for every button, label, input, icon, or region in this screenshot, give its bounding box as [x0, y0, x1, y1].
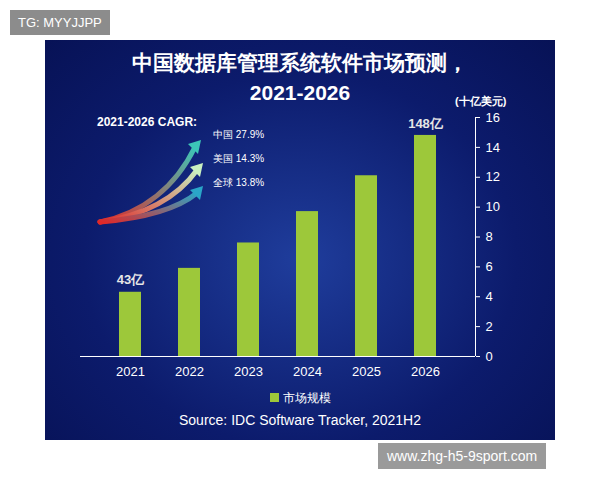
- html-text:Source: IDC Software Tracker,: Source: IDC Software Tracker, 2021H2: [179, 412, 421, 428]
- svg-text:2021: 2021: [116, 364, 145, 379]
- svg-text:10: 10: [486, 199, 500, 214]
- html-text:2021-2026: 2021-2026: [249, 81, 351, 104]
- html-text:全球 13.8%: 全球 13.8%: [213, 177, 265, 188]
- html-text:市场规模: 市场规模: [282, 391, 331, 405]
- svg-text:2024: 2024: [293, 364, 322, 379]
- html-text:中国数据库管理系统软件市场预测，: 中国数据库管理系统软件市场预测，: [132, 51, 468, 74]
- svg-text:148亿: 148亿: [408, 116, 444, 131]
- svg-text:2025: 2025: [352, 364, 381, 379]
- svg-text:2026: 2026: [411, 364, 440, 379]
- svg-text:12: 12: [486, 169, 500, 184]
- svg-text:0: 0: [486, 349, 493, 364]
- html-text:美国 14.3%: 美国 14.3%: [213, 153, 265, 164]
- html-text:2021-2026 CAGR:: 2021-2026 CAGR:: [97, 115, 198, 129]
- svg-text:16: 16: [486, 110, 500, 125]
- html-text:TG: MYYJJPP: TG: MYYJJPP: [18, 15, 102, 30]
- html-text:中国 27.9%: 中国 27.9%: [213, 129, 265, 140]
- html-text:(十亿美元): (十亿美元): [455, 95, 507, 107]
- html-text:www.zhg-h5-9sport.com: www.zhg-h5-9sport.com: [387, 448, 538, 464]
- svg-text:8: 8: [486, 229, 493, 244]
- svg-text:6: 6: [486, 259, 493, 274]
- svg-text:2: 2: [486, 319, 493, 334]
- svg-text:2023: 2023: [234, 364, 263, 379]
- svg-text:14: 14: [486, 140, 500, 155]
- svg-text:4: 4: [486, 289, 493, 304]
- svg-text:43亿: 43亿: [117, 272, 145, 287]
- svg-text:2022: 2022: [175, 364, 204, 379]
